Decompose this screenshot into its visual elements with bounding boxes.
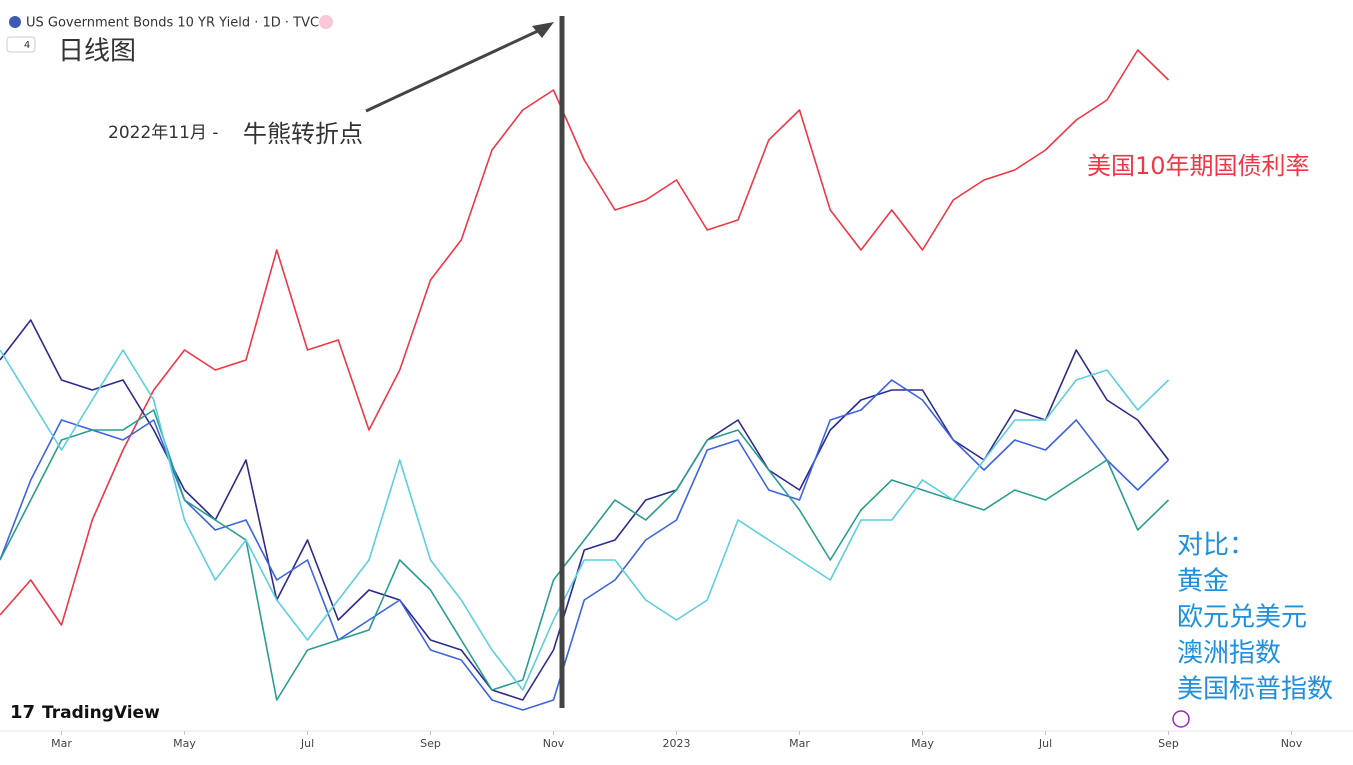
series-label: 美国10年期国债利率: [1087, 152, 1310, 180]
comparison-label: 美国标普指数: [1177, 675, 1333, 705]
x-tick-label: Sep: [420, 737, 441, 750]
x-tick-label: Sep: [1158, 737, 1179, 750]
annotation-turning: 牛熊转折点: [243, 120, 363, 148]
x-tick-label: Mar: [789, 737, 810, 750]
x-tick-label: Nov: [1281, 737, 1303, 750]
comparison-label: 对比：: [1177, 531, 1255, 561]
flag-icon: [9, 16, 21, 28]
status-icon: [319, 15, 333, 29]
x-tick-label: Jul: [1038, 737, 1052, 750]
x-tick-label: May: [911, 737, 934, 750]
header-title: US Government Bonds 10 YR Yield · 1D · T…: [26, 16, 319, 31]
event-icon[interactable]: [1172, 710, 1190, 728]
logo-mark: 𝟭𝟳: [10, 702, 35, 723]
arrow-head: [532, 22, 554, 38]
series-line: [0, 349, 1170, 691]
comparison-label: 欧元兑美元: [1177, 603, 1307, 633]
chart-title: 日线图: [58, 37, 136, 67]
comparison-label: 黄金: [1177, 567, 1229, 597]
series-line: [0, 49, 1170, 626]
series-line: [0, 409, 1170, 701]
comparison-label: 澳洲指数: [1177, 639, 1281, 669]
series-line: [0, 379, 1170, 711]
x-tick-label: May: [173, 737, 196, 750]
series-line: [0, 319, 1170, 701]
badge: 4: [24, 40, 30, 51]
plot-area: [0, 49, 1170, 711]
arrow-shaft: [365, 28, 541, 113]
collapse-button[interactable]: [6, 36, 36, 53]
x-axis: Mar May Jul Sep Nov 2023 Mar May Jul Sep Nov: [51, 731, 1303, 750]
x-tick-label: 2023: [663, 737, 691, 750]
annotation-date: 2022年11月 -: [108, 123, 218, 143]
watermark: TradingView: [42, 703, 160, 723]
x-tick-label: Mar: [51, 737, 72, 750]
x-tick-label: Nov: [543, 737, 565, 750]
x-tick-label: Jul: [300, 737, 314, 750]
